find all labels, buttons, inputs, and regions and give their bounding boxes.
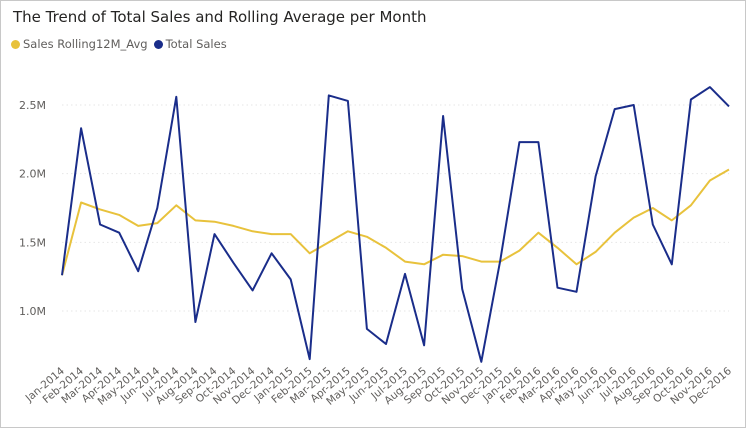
legend[interactable]: Sales Rolling12M_Avg Total Sales <box>11 37 233 51</box>
legend-item-rolling-avg[interactable]: Sales Rolling12M_Avg <box>11 37 148 51</box>
y-tick-label: 2.0M <box>19 168 46 181</box>
legend-marker-total-sales <box>153 39 163 49</box>
legend-label-total-sales: Total Sales <box>165 37 227 51</box>
legend-label-rolling-avg: Sales Rolling12M_Avg <box>23 37 148 51</box>
series-line-rolling-avg[interactable] <box>61 168 730 276</box>
legend-item-total-sales[interactable]: Total Sales <box>153 37 227 51</box>
y-tick-label: 2.5M <box>19 99 46 112</box>
legend-marker-rolling-avg <box>11 39 20 49</box>
series-line-total-sales[interactable] <box>61 86 730 363</box>
y-tick-label: 1.5M <box>19 236 46 249</box>
y-tick-label: 1.0M <box>19 305 46 318</box>
chart-title: The Trend of Total Sales and Rolling Ave… <box>13 8 427 26</box>
